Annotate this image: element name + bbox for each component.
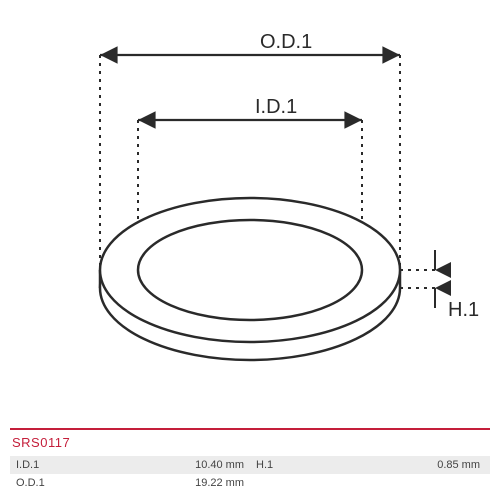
spec-footer: SRS0117 I.D.1 10.40 mm H.1 0.85 mm O.D.1… — [0, 428, 500, 500]
spec-value: 10.40 mm — [80, 459, 250, 471]
spec-row: I.D.1 10.40 mm H.1 0.85 mm — [10, 456, 490, 474]
h1-label: H.1 — [448, 299, 479, 321]
spec-row: O.D.1 19.22 mm — [10, 474, 490, 492]
spec-label: O.D.1 — [10, 477, 80, 489]
spec-value: 19.22 mm — [80, 477, 250, 489]
id1-label: I.D.1 — [255, 96, 297, 118]
spec-label: H.1 — [250, 459, 310, 471]
ring-inner-top — [138, 220, 362, 320]
spec-value: 0.85 mm — [310, 459, 490, 471]
spec-label: I.D.1 — [10, 459, 80, 471]
ring-diagram-svg: O.D.1 I.D.1 H.1 — [0, 0, 500, 420]
od1-label: O.D.1 — [260, 31, 312, 53]
spec-table: I.D.1 10.40 mm H.1 0.85 mm O.D.1 19.22 m… — [0, 456, 500, 500]
accent-divider — [10, 428, 490, 430]
part-number: SRS0117 — [12, 435, 70, 450]
technical-diagram: O.D.1 I.D.1 H.1 — [0, 0, 500, 420]
